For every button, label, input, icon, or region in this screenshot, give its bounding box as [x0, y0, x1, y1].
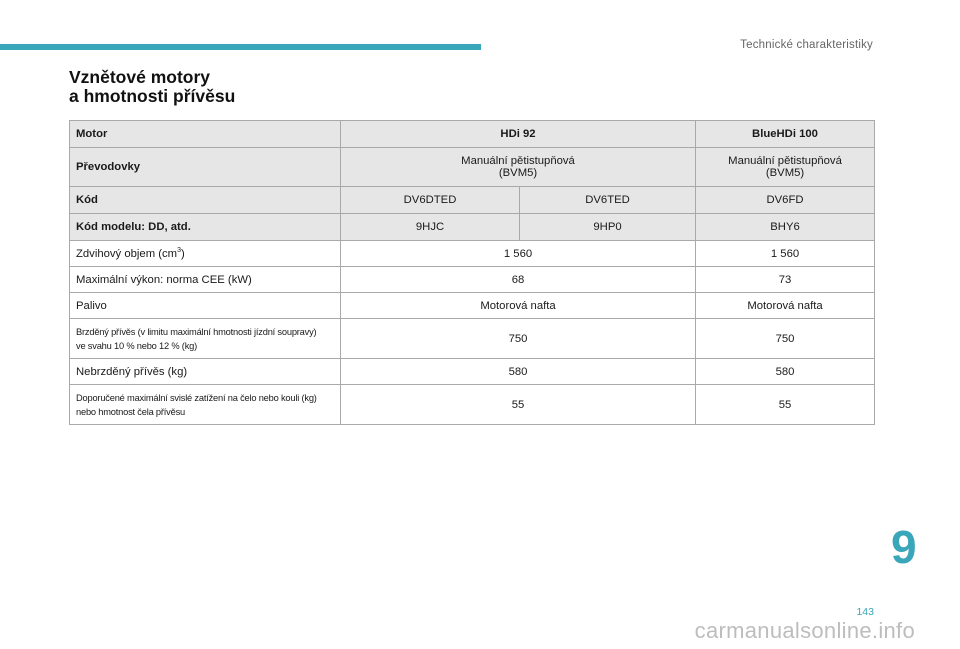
nose-weight-label-line2: nebo hmotnost čela přívěsu [76, 406, 186, 417]
cell-model-code-3: BHY6 [695, 213, 876, 241]
braked-label-line2: ve svahu 10 % nebo 12 % (kg) [76, 340, 198, 351]
cell-gearbox-bluehdi100: Manuální pětistupňová (BVM5) [695, 147, 876, 187]
table-row-motor: Motor HDi 92 BlueHDi 100 [69, 120, 876, 148]
row-label-gearbox: Převodovky [69, 147, 341, 187]
table-row-nose-weight: Doporučené maximální svislé zatížení na … [69, 384, 876, 425]
cell-unbraked-bluehdi100: 580 [695, 358, 876, 385]
gearbox-hdi92-line2: (BVM5) [498, 167, 538, 179]
cell-nose-weight-bluehdi100: 55 [695, 384, 876, 425]
row-label-motor: Motor [69, 120, 341, 148]
table-row-code: Kód DV6DTED DV6TED DV6FD [69, 186, 876, 214]
table-row-model-code: Kód modelu: DD, atd. 9HJC 9HP0 BHY6 [69, 213, 876, 241]
cell-code-1: DV6DTED [340, 186, 520, 214]
page-title: Vznětové motory a hmotnosti přívěsu [69, 68, 235, 106]
page-title-line1: Vznětové motory [69, 67, 210, 87]
cell-unbraked-hdi92: 580 [339, 358, 697, 385]
row-label-fuel: Palivo [69, 292, 341, 319]
displacement-label: Zdvihový objem (cm [76, 247, 178, 260]
table-row-power: Maximální výkon: norma CEE (kW) 68 73 [69, 266, 876, 293]
cell-model-code-1: 9HJC [340, 213, 520, 241]
nose-weight-label-line1: Doporučené maximální svislé zatížení na … [76, 392, 317, 403]
gearbox-hdi92-line1: Manuální pětistupňová [461, 155, 575, 167]
cell-nose-weight-hdi92: 55 [339, 384, 697, 425]
row-label-nose-weight: Doporučené maximální svislé zatížení na … [69, 384, 341, 425]
table-row-gearbox: Převodovky Manuální pětistupňová (BVM5) … [69, 147, 876, 187]
displacement-label-close: ) [180, 247, 185, 260]
table-row-displacement: Zdvihový objem (cm3) 1 560 1 560 [69, 240, 876, 267]
row-label-power: Maximální výkon: norma CEE (kW) [69, 266, 341, 293]
row-label-displacement: Zdvihový objem (cm3) [69, 240, 341, 267]
cell-power-bluehdi100: 73 [695, 266, 876, 293]
cell-displacement-bluehdi100: 1 560 [695, 240, 876, 267]
page-number: 143 [856, 606, 874, 618]
row-label-unbraked-trailer: Nebrzděný přívěs (kg) [69, 358, 341, 385]
cell-code-2: DV6TED [518, 186, 697, 214]
page-title-line2: a hmotnosti přívěsu [69, 86, 236, 106]
cell-power-hdi92: 68 [339, 266, 697, 293]
section-header: Technické charakteristiky [740, 39, 873, 51]
displacement-unit-exponent: 3 [177, 247, 181, 255]
cell-fuel-bluehdi100: Motorová nafta [695, 292, 876, 319]
table-row-braked-trailer: Brzděný přívěs (v limitu maximální hmotn… [69, 318, 876, 359]
cell-bluehdi100: BlueHDi 100 [695, 120, 876, 148]
accent-bar [0, 44, 481, 50]
gearbox-bluehdi100-line2: (BVM5) [765, 167, 805, 179]
cell-hdi92: HDi 92 [339, 120, 697, 148]
cell-displacement-hdi92: 1 560 [339, 240, 697, 267]
cell-braked-bluehdi100: 750 [695, 318, 876, 359]
row-label-code: Kód [69, 186, 341, 214]
engine-spec-table: Motor HDi 92 BlueHDi 100 Převodovky Manu… [69, 120, 876, 425]
table-row-unbraked-trailer: Nebrzděný přívěs (kg) 580 580 [69, 358, 876, 385]
cell-code-3: DV6FD [695, 186, 876, 214]
braked-label-line1: Brzděný přívěs (v limitu maximální hmotn… [76, 326, 317, 337]
row-label-braked-trailer: Brzděný přívěs (v limitu maximální hmotn… [69, 318, 341, 359]
cell-fuel-hdi92: Motorová nafta [339, 292, 697, 319]
cell-gearbox-hdi92: Manuální pětistupňová (BVM5) [339, 147, 697, 187]
watermark: carmanualsonline.info [694, 618, 915, 643]
cell-braked-hdi92: 750 [339, 318, 697, 359]
cell-model-code-2: 9HP0 [518, 213, 697, 241]
table-row-fuel: Palivo Motorová nafta Motorová nafta [69, 292, 876, 319]
gearbox-bluehdi100-line1: Manuální pětistupňová [728, 155, 842, 167]
row-label-model-code: Kód modelu: DD, atd. [69, 213, 341, 241]
chapter-number: 9 [891, 521, 917, 573]
